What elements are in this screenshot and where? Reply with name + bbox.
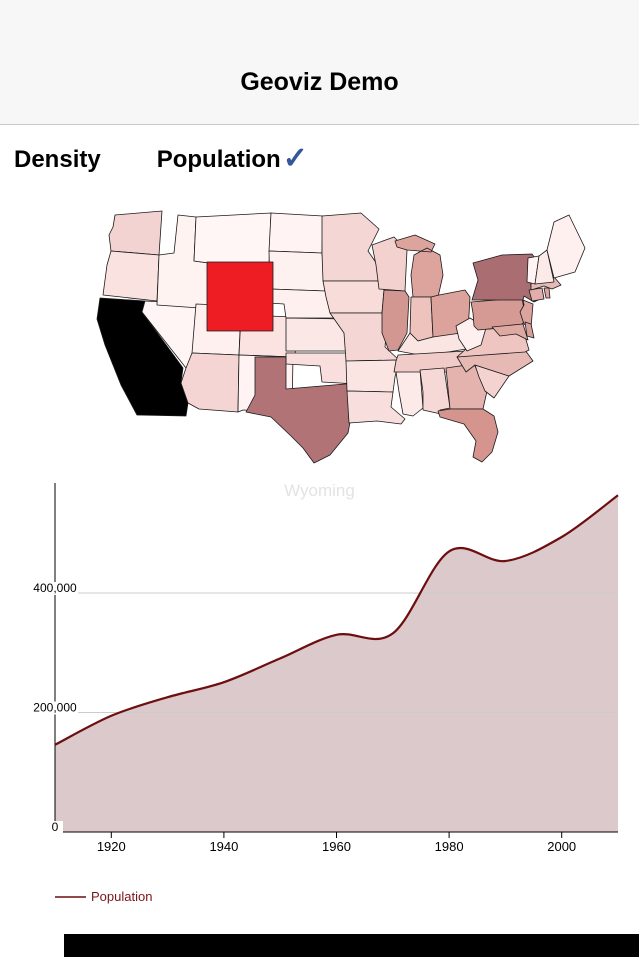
checkmark-icon: ✓ (282, 142, 308, 175)
state-arizona[interactable] (180, 352, 240, 413)
tab-density-label: Density (14, 146, 101, 173)
state-north-dakota[interactable] (268, 212, 324, 254)
y-tick-label: 200,000 (33, 701, 77, 715)
selected-state-label: Wyoming (284, 481, 355, 500)
y-label-bg (32, 701, 78, 715)
us-choropleth-map (95, 205, 639, 470)
population-chart: 1920 1940 1960 1980 2000 0 200,000 400,000 Popul… (0, 478, 639, 924)
app-header: Geoviz Demo (0, 0, 639, 125)
x-tick-label: 2000 (547, 839, 576, 854)
view-toggle: Density Population ✓ (14, 142, 308, 175)
y-tick-label: 0 (52, 820, 59, 834)
state-montana[interactable] (193, 212, 272, 266)
state-washington[interactable] (108, 210, 163, 256)
y-label-bg (47, 821, 63, 834)
state-michigan[interactable] (394, 234, 444, 298)
x-tick-label: 1960 (322, 839, 351, 854)
population-line (54, 494, 619, 746)
state-rhode-island[interactable] (543, 287, 551, 299)
state-texas[interactable] (245, 356, 363, 464)
y-tick-label: 400,000 (33, 581, 77, 595)
state-illinois[interactable] (381, 289, 410, 352)
state-south-dakota[interactable] (268, 250, 327, 292)
legend-label: Population (91, 889, 152, 904)
bottom-bar-redaction (64, 934, 639, 957)
x-tick-label: 1940 (209, 839, 238, 854)
page-title: Geoviz Demo (240, 68, 399, 96)
y-label-bg (32, 582, 78, 595)
tab-population-label: Population (156, 146, 281, 173)
state-new-jersey[interactable] (519, 299, 534, 329)
state-indiana[interactable] (409, 296, 434, 342)
population-chart-svg: 1920 1940 1960 1980 2000 0 200,000 400,000 Popul… (32, 483, 619, 904)
x-tick-label: 1920 (97, 839, 126, 854)
us-map-svg (96, 210, 586, 464)
area-fill (55, 495, 618, 832)
state-maine[interactable] (546, 214, 586, 279)
state-mississippi[interactable] (395, 369, 424, 417)
state-oregon[interactable] (102, 250, 160, 302)
state-delaware[interactable] (524, 321, 535, 339)
state-nebraska[interactable] (268, 288, 335, 319)
state-connecticut[interactable] (528, 287, 545, 302)
tab-population[interactable]: Population ✓ (156, 142, 308, 175)
state-maryland[interactable] (491, 323, 529, 341)
state-new-hampshire[interactable] (534, 249, 555, 285)
state-arkansas[interactable] (345, 359, 400, 393)
state-louisiana[interactable] (346, 390, 406, 425)
tab-density[interactable]: Density (14, 146, 101, 174)
state-minnesota[interactable] (321, 212, 380, 282)
state-florida[interactable] (437, 408, 499, 463)
state-iowa[interactable] (322, 280, 385, 314)
x-tick-label: 1980 (435, 839, 464, 854)
state-alabama[interactable] (419, 367, 451, 415)
state-wyoming[interactable] (206, 261, 274, 332)
